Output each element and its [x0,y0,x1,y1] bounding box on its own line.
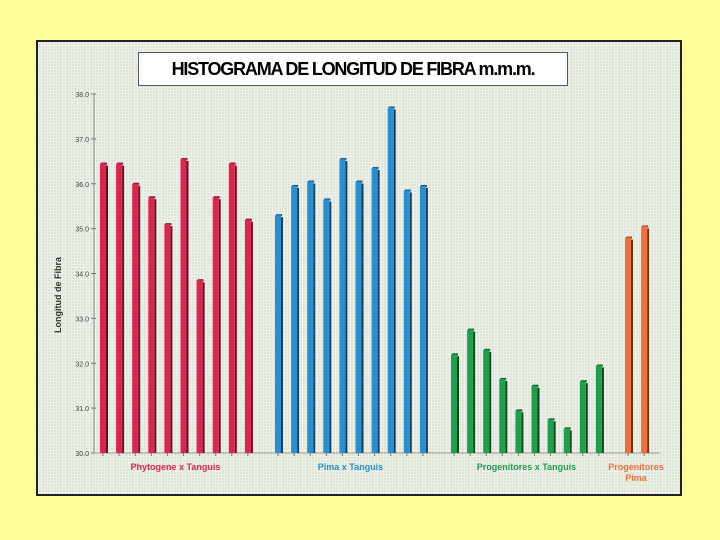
bar [641,226,648,453]
chart-title: HISTOGRAMA DE LONGITUD DE FIBRA m.m.m. [171,58,536,79]
bar-shadow [170,226,173,453]
bar-shadow [106,165,108,453]
bar-shadow [521,412,524,453]
bar-shadow [647,228,650,453]
bar-shadow [601,367,604,453]
bar [387,107,394,454]
bar [579,381,586,453]
bar [625,237,631,453]
bar-shadow [409,192,412,453]
bar [323,199,330,453]
bar-shadow [393,109,396,454]
bar [291,185,298,453]
group-label: Pima x Tanguis [318,462,383,472]
bar [419,185,426,453]
bar [148,197,155,453]
bar [531,385,538,453]
y-tick-label: 36.0 [75,182,89,189]
bar-shadow [361,183,364,453]
bar-shadow [281,217,283,453]
bar-shadow [186,161,189,453]
bar [116,163,123,453]
bar-shadow [489,351,492,453]
y-tick-label: 35.0 [75,227,89,234]
bar [275,215,281,453]
y-tick-label: 37.0 [75,137,89,144]
bar [180,159,187,453]
y-tick-label: 33.0 [75,316,89,323]
bar [339,159,346,453]
y-tick-label: 34.0 [75,272,89,279]
bar [499,378,506,453]
bar [467,329,474,453]
bar [547,419,554,453]
bar-shadow [345,161,348,453]
bar-shadow [505,380,508,453]
bar [595,365,602,453]
bar-shadow [329,201,332,453]
bar [244,219,251,453]
bar-shadow [154,199,157,453]
bar [196,280,203,453]
y-tick-label: 30.0 [75,451,89,458]
bar [307,181,314,453]
group-label: Pima [625,473,648,483]
bar-shadow [202,282,205,453]
bar-shadow [537,387,540,453]
bar-shadow [250,221,253,453]
y-tick-label: 31.0 [75,406,89,413]
bar-shadow [425,187,428,453]
bar-shadow [313,183,316,453]
group-label: Progenitores [608,462,664,472]
y-tick-label: 38.0 [75,92,89,99]
bar [132,183,139,453]
bar-shadow [138,185,141,453]
bar-shadow [377,170,380,453]
chart-title-box: HISTOGRAMA DE LONGITUD DE FIBRA m.m.m. [138,52,568,86]
bar [563,428,570,453]
bar-shadow [553,421,556,453]
bar [212,197,219,453]
y-tick-label: 32.0 [75,361,89,368]
bar-shadow [457,356,459,453]
bar [355,181,362,453]
bar-shadow [122,165,125,453]
bar-shadow [585,383,588,453]
bar [100,163,106,453]
bar [483,349,490,453]
bar [403,190,410,453]
bar [515,410,522,453]
bar-shadow [218,199,221,453]
bar-shadow [631,239,633,453]
group-label: Progenitores x Tanguis [477,462,576,472]
group-label: Phytogene x Tanguis [131,462,221,472]
bar [228,163,235,453]
bar-shadow [569,430,572,453]
bar [164,224,171,453]
bar [371,168,378,453]
bar-shadow [297,187,300,453]
bar-shadow [234,165,237,453]
y-axis-label: Longitud de Fibra [53,256,63,333]
bar [451,354,457,453]
bar-shadow [473,331,476,453]
